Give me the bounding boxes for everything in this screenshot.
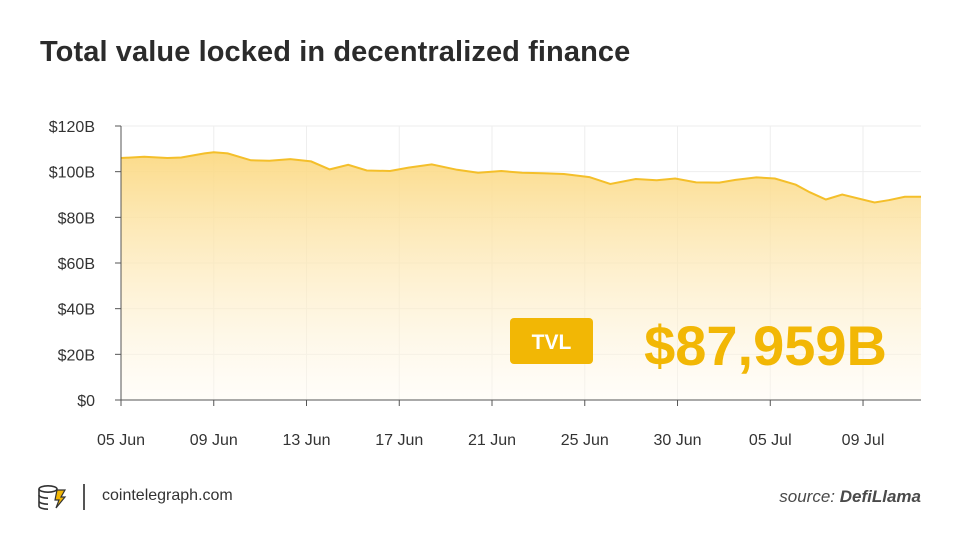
tvl-badge-label: TVL	[532, 331, 572, 354]
x-axis-ticks: 05 Jun 09 Jun 13 Jun 17 Jun 21 Jun 25 Jun 30 J…	[97, 400, 884, 449]
x-tick-label: 09 Jun	[190, 432, 238, 449]
y-tick-label: $0	[77, 393, 95, 410]
y-tick-label: $120B	[49, 119, 95, 136]
y-tick-label: $60B	[58, 256, 95, 273]
y-tick-label: $100B	[49, 165, 95, 182]
footer-separator	[83, 484, 85, 510]
tvl-series-line	[120, 151, 921, 204]
footer-source-name: DefiLlama	[839, 487, 921, 506]
x-tick-label: 05 Jul	[749, 432, 792, 449]
footer-source-prefix: source:	[779, 487, 840, 506]
y-tick-label: $40B	[58, 302, 95, 319]
x-tick-label: 13 Jun	[282, 432, 330, 449]
y-axis-ticks: $0 $20B $40B $60B $80B $100B $120B	[49, 119, 121, 410]
x-tick-label: 21 Jun	[468, 432, 516, 449]
x-tick-label: 05 Jun	[97, 432, 145, 449]
x-tick-label: 09 Jul	[842, 432, 885, 449]
cointelegraph-logo-icon	[36, 482, 68, 517]
x-tick-label: 17 Jun	[375, 432, 423, 449]
footer-source: source: DefiLlama	[779, 487, 921, 507]
y-tick-label: $20B	[58, 347, 95, 364]
tvl-area	[121, 152, 921, 400]
tvl-badge	[510, 318, 593, 364]
tvl-value: $87,959B	[644, 314, 887, 377]
chart-title: Total value locked in decentralized fina…	[40, 36, 631, 68]
x-tick-label: 30 Jun	[653, 432, 701, 449]
x-tick-label: 25 Jun	[561, 432, 609, 449]
footer-brand-text[interactable]: cointelegraph.com	[102, 487, 233, 504]
y-tick-label: $80B	[58, 210, 95, 227]
